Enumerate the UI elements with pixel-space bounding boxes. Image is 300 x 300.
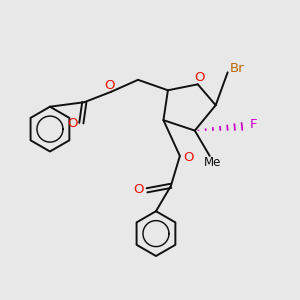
Text: O: O [183, 151, 194, 164]
Text: O: O [194, 71, 205, 84]
Text: O: O [134, 183, 144, 196]
Text: Br: Br [229, 62, 244, 75]
Text: O: O [68, 117, 78, 130]
Text: O: O [104, 79, 115, 92]
Text: Me: Me [203, 156, 221, 169]
Text: F: F [249, 118, 257, 131]
